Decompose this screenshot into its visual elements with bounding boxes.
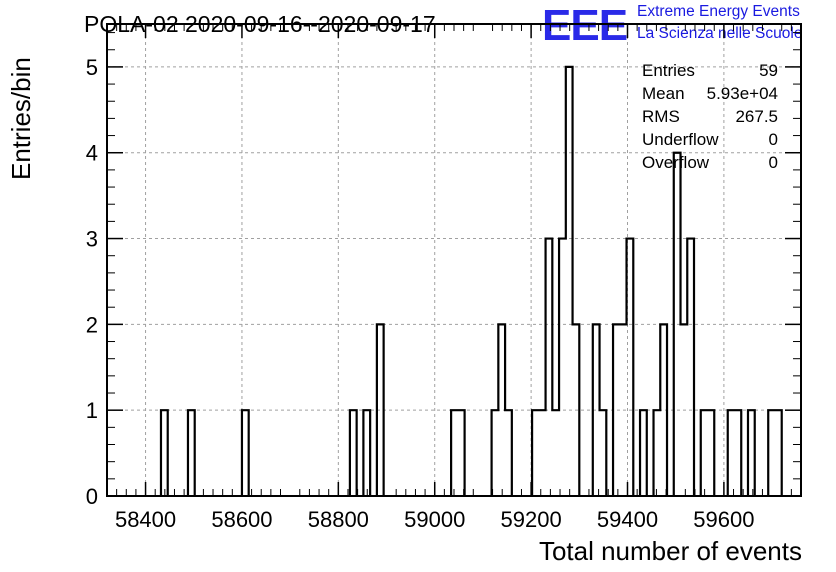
histogram-step-line xyxy=(159,65,783,496)
histogram-bin xyxy=(188,410,195,496)
tick-labels: 58400 58600 58800 59000 59200 59400 59600 0 1 2 3 4… xyxy=(86,55,755,532)
histogram-bin xyxy=(552,410,559,496)
y-tick-label: 3 xyxy=(86,227,98,252)
histogram-bin xyxy=(458,410,465,496)
histogram-bin xyxy=(559,239,566,496)
x-tick-label: 59600 xyxy=(693,507,754,532)
histogram-bin xyxy=(613,324,620,496)
x-tick-label: 58400 xyxy=(115,507,176,532)
histogram-bin xyxy=(687,239,694,496)
x-tick-label: 58600 xyxy=(211,507,272,532)
histogram-bin xyxy=(539,410,546,496)
histogram-bin xyxy=(573,324,580,496)
histogram-bin xyxy=(451,410,458,496)
histogram-bin xyxy=(734,410,741,496)
stats-label: Entries xyxy=(642,61,695,80)
y-tick-label: 2 xyxy=(86,312,98,337)
stats-value: 267.5 xyxy=(735,107,778,126)
y-tick-label: 5 xyxy=(86,55,98,80)
histogram-bin xyxy=(620,324,627,496)
plot-frame xyxy=(106,23,802,497)
histogram-bin xyxy=(640,410,647,496)
stats-label: Overflow xyxy=(642,153,710,172)
x-tick-label: 59400 xyxy=(597,507,658,532)
stats-box: Entries 59 Mean 5.93e+04 RMS 267.5 Underflow 0 O… xyxy=(642,61,778,172)
y-tick-label: 0 xyxy=(86,484,98,509)
stats-value: 5.93e+04 xyxy=(707,84,778,103)
histogram-bin xyxy=(363,410,370,496)
histogram-bin xyxy=(674,153,681,496)
stats-value: 0 xyxy=(769,130,778,149)
histogram-bin xyxy=(728,410,735,496)
x-tick-label: 59200 xyxy=(501,507,562,532)
histogram-bin xyxy=(350,410,357,496)
eee-logo: EEE xyxy=(542,1,628,50)
y-tick-label: 1 xyxy=(86,398,98,423)
histogram-bin xyxy=(775,410,782,496)
histogram-bin xyxy=(708,410,715,496)
histogram-bin xyxy=(600,410,607,496)
histogram-bin xyxy=(532,410,539,496)
histogram-bin xyxy=(593,324,600,496)
histogram-bin xyxy=(492,410,499,496)
stats-label: RMS xyxy=(642,107,680,126)
stats-label: Mean xyxy=(642,84,685,103)
histogram-bin xyxy=(768,410,775,496)
stats-value: 59 xyxy=(759,61,778,80)
logo-line-1: Extreme Energy Events xyxy=(637,3,800,20)
histogram-bin xyxy=(546,239,553,496)
histogram-bin xyxy=(242,410,249,496)
histogram-bin xyxy=(377,324,384,496)
histogram-bin xyxy=(505,410,512,496)
x-axis-label: Total number of events xyxy=(538,536,802,566)
x-tick-label: 58800 xyxy=(308,507,369,532)
stats-value: 0 xyxy=(769,153,778,172)
y-tick-label: 4 xyxy=(86,141,98,166)
histogram-bin xyxy=(748,410,755,496)
histogram-bin xyxy=(654,410,661,496)
histogram-bin xyxy=(627,239,634,496)
stats-label: Underflow xyxy=(642,130,719,149)
histogram-bin xyxy=(566,67,573,496)
logo-line-2: La Scienza nelle Scuole xyxy=(637,25,803,42)
histogram-bin xyxy=(701,410,708,496)
histogram-bin xyxy=(660,324,667,496)
histogram-bin xyxy=(498,324,505,496)
histogram-bin xyxy=(681,324,688,496)
histogram-bin xyxy=(161,410,168,496)
x-tick-label: 59000 xyxy=(404,507,465,532)
